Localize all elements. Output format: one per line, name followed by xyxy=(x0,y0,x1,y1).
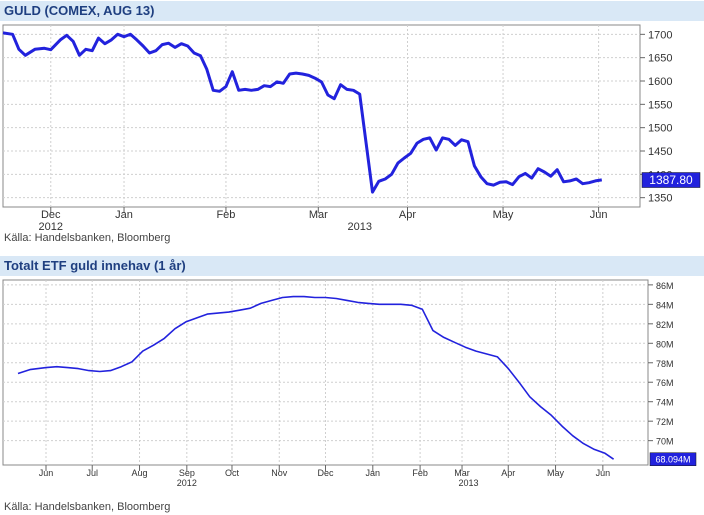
chart2-x-tick-label: Jan xyxy=(366,468,381,478)
chart2-y-tick-label: 70M xyxy=(656,437,674,447)
chart1-x-tick-label: May xyxy=(493,209,514,221)
chart2-last-value-label: 68.094M xyxy=(655,454,690,464)
chart2-y-tick-label: 78M xyxy=(656,359,674,369)
chart1-x-tick-label: Dec xyxy=(41,209,61,221)
chart1-title: GULD (COMEX, AUG 13) xyxy=(0,1,704,21)
chart1-x-tick-label: Mar xyxy=(309,209,328,221)
chart2-last-value-box xyxy=(649,452,697,466)
chart1-year-label: 2012 xyxy=(39,221,63,233)
chart2-year-label: 2012 xyxy=(177,478,197,488)
chart2-y-tick-label: 82M xyxy=(656,320,674,330)
chart2-x-tick-label: Dec xyxy=(317,468,334,478)
chart1-series-line xyxy=(2,31,603,194)
chart1-y-tick-label: 1450 xyxy=(648,146,672,158)
chart1-y-tick-label: 1700 xyxy=(648,29,672,41)
chart2-x-tick-label: Apr xyxy=(501,468,515,478)
chart1-plot-area xyxy=(2,24,641,208)
chart2-y-tick-label: 86M xyxy=(656,281,674,291)
chart1-x-tick-label: Feb xyxy=(216,209,235,221)
chart2-x-tick-label: Oct xyxy=(225,468,240,478)
chart1-x-tick-label: Apr xyxy=(399,209,416,221)
chart2-y-tick-label: 80M xyxy=(656,339,674,349)
chart1-x-tick-label: Jan xyxy=(115,209,133,221)
chart1-y-tick-label: 1550 xyxy=(648,99,672,111)
chart2-series-line xyxy=(17,295,615,460)
chart2-x-tick-label: Jun xyxy=(39,468,54,478)
chart1-y-tick-label: 1600 xyxy=(648,76,672,88)
chart2-x-tick-label: Mar xyxy=(454,468,470,478)
chart2-y-tick-label: 76M xyxy=(656,378,674,388)
chart2-source: Källa: Handelsbanken, Bloomberg xyxy=(4,501,171,513)
chart2-title: Totalt ETF guld innehav (1 år) xyxy=(0,256,704,276)
chart1-x-tick-label: Jun xyxy=(590,209,608,221)
chart1-y-tick-label: 1350 xyxy=(648,193,672,205)
chart1-source: Källa: Handelsbanken, Bloomberg xyxy=(4,232,171,244)
chart2-x-tick-label: Jun xyxy=(596,468,611,478)
chart1-year-label: 2013 xyxy=(347,221,371,233)
chart1-last-value-label: 1387.80 xyxy=(649,173,693,187)
chart1-last-value-box xyxy=(641,172,701,188)
chart2-x-tick-label: Feb xyxy=(412,468,428,478)
chart2-y-tick-label: 74M xyxy=(656,398,674,408)
chart2-x-tick-label: Nov xyxy=(271,468,288,478)
chart2-x-tick-label: Jul xyxy=(86,468,98,478)
chart2-y-tick-label: 84M xyxy=(656,300,674,310)
chart1-y-tick-label: 1500 xyxy=(648,123,672,135)
chart2-x-tick-label: May xyxy=(547,468,565,478)
chart2-x-tick-label: Sep xyxy=(179,468,195,478)
chart2-year-label: 2013 xyxy=(458,478,478,488)
chart1-y-tick-label: 1650 xyxy=(648,53,672,65)
chart2-y-tick-label: 72M xyxy=(656,417,674,427)
gold-price-chart: DecJanFebMarAprMayJun1350140014501500155… xyxy=(2,24,701,233)
chart2-x-tick-label: Aug xyxy=(132,468,148,478)
etf-holdings-chart: Jun Jul Aug Sep Oct Nov Dec Jan Feb Mar Apr May Jun 7… xyxy=(2,279,697,488)
